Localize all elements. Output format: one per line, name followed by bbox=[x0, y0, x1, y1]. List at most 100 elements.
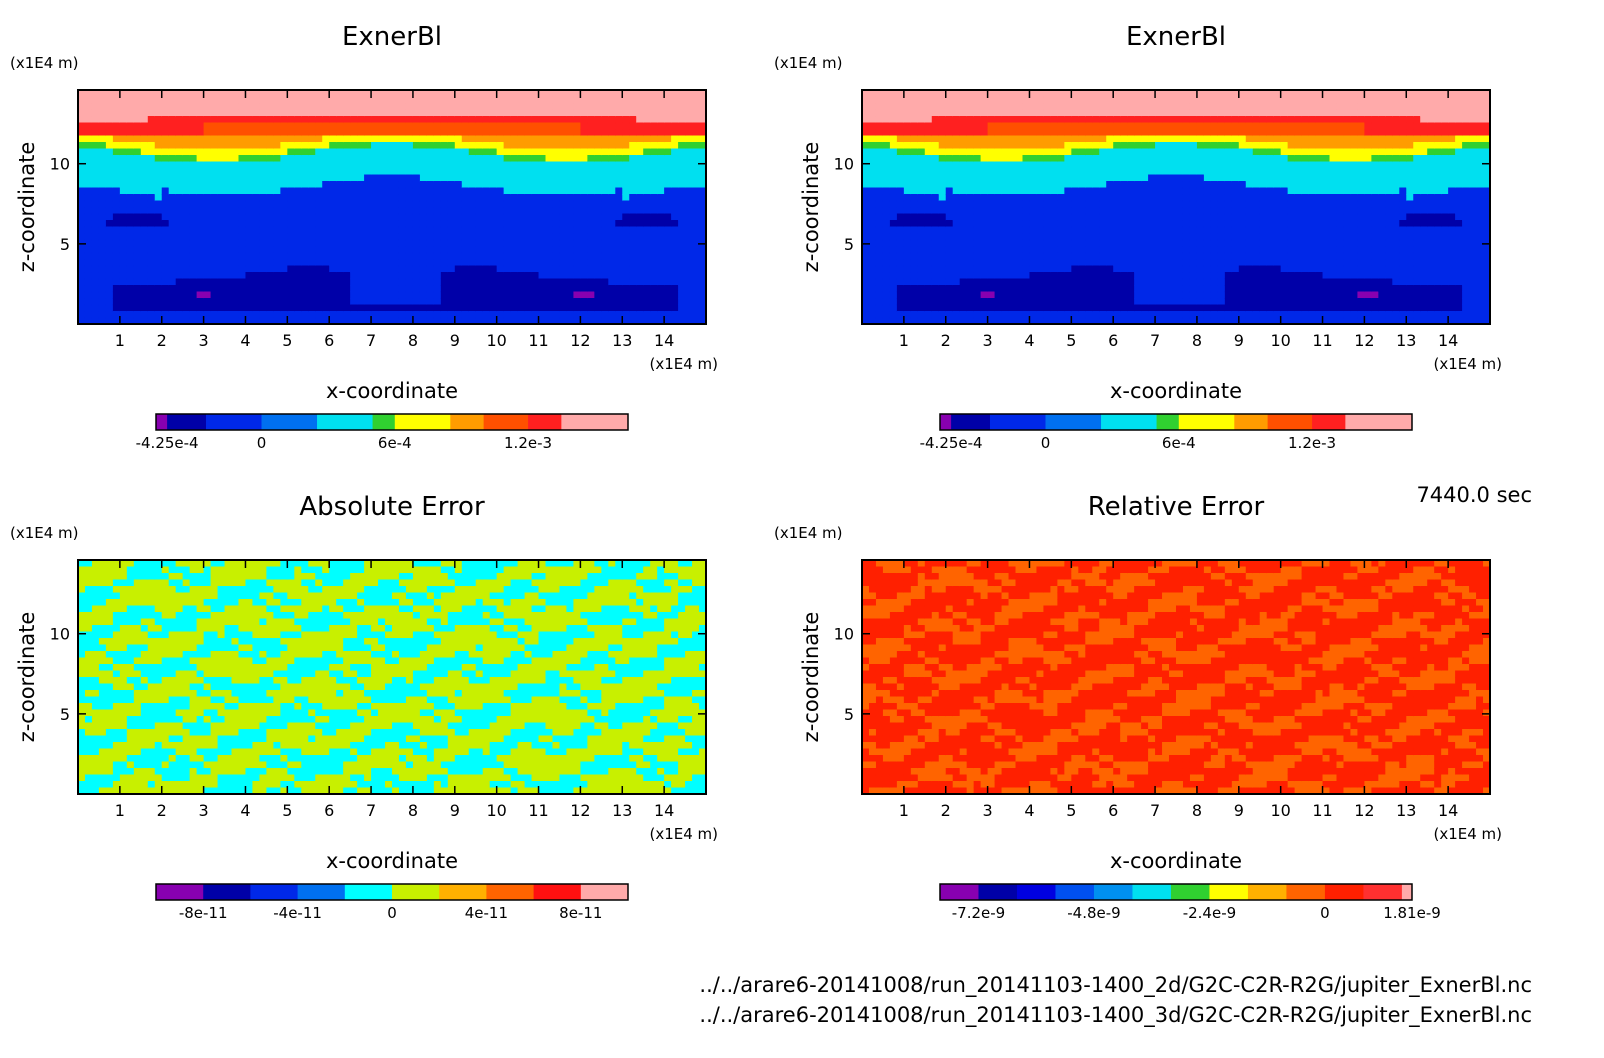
contour-cell bbox=[343, 227, 351, 234]
contour-cell bbox=[225, 305, 233, 312]
contour-cell bbox=[664, 285, 672, 292]
contour-cell bbox=[406, 246, 414, 253]
contour-cell bbox=[1078, 279, 1086, 286]
contour-cell bbox=[85, 227, 93, 234]
contour-cell bbox=[211, 298, 219, 305]
contour-cell bbox=[190, 181, 198, 188]
contour-cell bbox=[566, 162, 574, 169]
contour-cell bbox=[420, 207, 428, 214]
contour-cell bbox=[378, 259, 386, 266]
contour-cell bbox=[1106, 110, 1114, 117]
contour-cell bbox=[280, 253, 288, 260]
contour-cell bbox=[1050, 129, 1058, 136]
contour-cell bbox=[552, 207, 560, 214]
contour-cell bbox=[932, 266, 940, 273]
contour-cell bbox=[1134, 246, 1142, 253]
contour-cell bbox=[1155, 181, 1163, 188]
contour-cell bbox=[78, 90, 86, 97]
contour-cell bbox=[378, 272, 386, 279]
contour-cell bbox=[245, 305, 253, 312]
contour-cell bbox=[85, 162, 93, 169]
contour-cell bbox=[1127, 266, 1135, 273]
contour-cell bbox=[657, 240, 665, 247]
contour-cell bbox=[566, 266, 574, 273]
contour-cell bbox=[183, 123, 191, 130]
contour-cell bbox=[245, 110, 253, 117]
contour-cell bbox=[85, 103, 93, 110]
contour-cell bbox=[539, 272, 547, 279]
contour-cell bbox=[925, 298, 933, 305]
contour-cell bbox=[329, 220, 337, 227]
contour-cell bbox=[911, 90, 919, 97]
contour-cell bbox=[113, 305, 121, 312]
contour-cell bbox=[287, 129, 295, 136]
contour-cell bbox=[169, 123, 177, 130]
contour-cell bbox=[566, 311, 574, 318]
contour-cell bbox=[148, 311, 156, 318]
contour-cell bbox=[336, 136, 344, 143]
contour-cell bbox=[141, 240, 149, 247]
contour-cell bbox=[1036, 188, 1044, 195]
contour-cell bbox=[685, 292, 693, 299]
contour-cell bbox=[420, 201, 428, 208]
contour-cell bbox=[1134, 207, 1142, 214]
contour-cell bbox=[897, 181, 905, 188]
contour-cell bbox=[106, 194, 114, 201]
contour-cell bbox=[1036, 285, 1044, 292]
contour-cell bbox=[1162, 123, 1170, 130]
contour-cell bbox=[476, 311, 484, 318]
contour-cell bbox=[890, 155, 898, 162]
contour-cell bbox=[995, 311, 1003, 318]
contour-cell bbox=[608, 97, 616, 104]
contour-cell bbox=[155, 149, 163, 156]
contour-cell bbox=[287, 272, 295, 279]
contour-cell bbox=[1127, 188, 1135, 195]
contour-cell bbox=[988, 136, 996, 143]
contour-cell bbox=[1029, 240, 1037, 247]
contour-cell bbox=[546, 142, 554, 149]
contour-cell bbox=[204, 97, 212, 104]
contour-cell bbox=[1050, 272, 1058, 279]
contour-cell bbox=[1036, 181, 1044, 188]
contour-cell bbox=[532, 168, 540, 175]
contour-cell bbox=[441, 149, 449, 156]
contour-cell bbox=[287, 266, 295, 273]
contour-cell bbox=[883, 311, 891, 318]
contour-cell bbox=[343, 292, 351, 299]
contour-cell bbox=[608, 227, 616, 234]
contour-cell bbox=[371, 311, 379, 318]
contour-cell bbox=[1155, 292, 1163, 299]
contour-cell bbox=[939, 155, 947, 162]
contour-cell bbox=[99, 311, 107, 318]
contour-cell bbox=[587, 168, 595, 175]
contour-cell bbox=[1113, 110, 1121, 117]
contour-cell bbox=[169, 116, 177, 123]
contour-cell bbox=[483, 201, 491, 208]
contour-cell bbox=[1029, 90, 1037, 97]
contour-cell bbox=[650, 207, 658, 214]
contour-cell bbox=[1120, 266, 1128, 273]
contour-cell bbox=[664, 142, 672, 149]
contour-cell bbox=[636, 162, 644, 169]
contour-cell bbox=[232, 123, 240, 130]
contour-cell bbox=[218, 259, 226, 266]
contour-cell bbox=[657, 305, 665, 312]
contour-cell bbox=[322, 188, 330, 195]
contour-cell bbox=[448, 142, 456, 149]
contour-cell bbox=[685, 162, 693, 169]
contour-cell bbox=[1064, 136, 1072, 143]
contour-cell bbox=[197, 207, 205, 214]
contour-cell bbox=[1043, 305, 1051, 312]
contour-cell bbox=[995, 162, 1003, 169]
contour-cell bbox=[1176, 129, 1184, 136]
contour-cell bbox=[685, 129, 693, 136]
contour-cell bbox=[1162, 97, 1170, 104]
contour-cell bbox=[1127, 194, 1135, 201]
contour-cell bbox=[155, 129, 163, 136]
contour-cell bbox=[883, 272, 891, 279]
contour-cell bbox=[162, 214, 170, 221]
contour-cell bbox=[622, 110, 630, 117]
contour-cell bbox=[1169, 129, 1177, 136]
contour-cell bbox=[364, 103, 372, 110]
contour-cell bbox=[1169, 168, 1177, 175]
